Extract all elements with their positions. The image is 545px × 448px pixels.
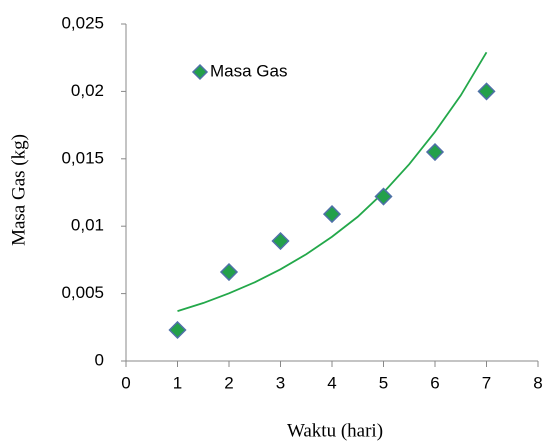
x-tick-label: 5 — [379, 373, 388, 392]
legend-label: Masa Gas — [210, 61, 287, 80]
data-point — [168, 320, 187, 340]
x-tick-label: 7 — [482, 373, 491, 392]
x-tick-label: 6 — [430, 373, 439, 392]
y-tick-label: 0,01 — [71, 216, 104, 235]
data-point — [477, 82, 496, 101]
x-axis-title: Waktu (hari) — [287, 420, 383, 441]
y-tick-label: 0,015 — [61, 148, 104, 167]
x-tick-label: 4 — [327, 373, 336, 392]
y-tick-label: 0,02 — [71, 81, 104, 100]
legend-marker — [191, 63, 209, 81]
x-tick-label: 1 — [173, 373, 182, 392]
y-tick-label: 0 — [95, 350, 104, 369]
trendline — [177, 51, 488, 312]
data-point — [219, 262, 239, 282]
x-tick-label: 3 — [276, 373, 285, 392]
data-point — [374, 187, 393, 206]
data-point — [322, 205, 342, 224]
x-tick-label: 8 — [533, 373, 542, 392]
data-point — [271, 231, 290, 251]
y-tick-label: 0,005 — [61, 283, 104, 302]
x-tick-label: 2 — [224, 373, 233, 392]
y-tick-label: 0,025 — [61, 13, 104, 32]
x-tick-label: 0 — [121, 373, 130, 392]
data-point — [425, 142, 445, 162]
y-axis-title: Masa Gas (kg) — [8, 134, 29, 246]
